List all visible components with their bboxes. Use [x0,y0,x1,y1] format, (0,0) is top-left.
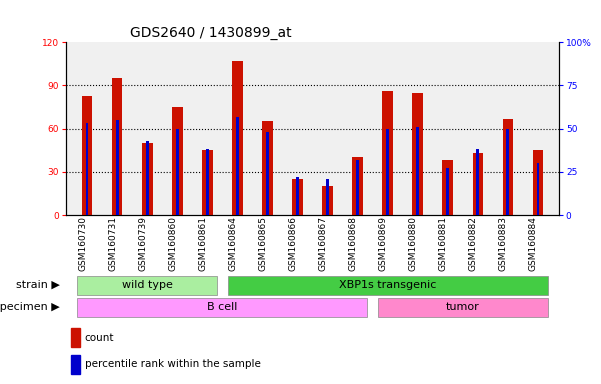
Bar [412,93,423,215]
Bar [228,276,548,295]
Text: tumor: tumor [446,301,480,311]
Text: count: count [85,333,114,343]
Bar [326,179,329,215]
Bar [146,141,148,215]
Bar [78,276,217,295]
Bar [378,298,548,316]
Bar [206,149,209,215]
Bar [296,177,299,215]
Text: percentile rank within the sample: percentile rank within the sample [85,359,261,369]
Bar [292,179,303,215]
Bar [142,143,153,215]
Bar [442,161,453,215]
Bar [172,107,183,215]
Bar [356,160,359,215]
Bar [262,121,273,215]
Bar [472,153,483,215]
Bar [502,119,513,215]
Bar [202,150,213,215]
Text: GDS2640 / 1430899_at: GDS2640 / 1430899_at [130,26,292,40]
Text: wild type: wild type [122,280,172,290]
Bar [82,96,93,215]
Bar [232,61,243,215]
Bar [382,91,393,215]
Bar [112,78,123,215]
Text: specimen ▶: specimen ▶ [0,302,60,312]
Bar [78,298,367,316]
Bar [532,150,543,215]
Text: XBP1s transgenic: XBP1s transgenic [339,280,436,290]
Bar [507,129,509,215]
Bar [266,132,269,215]
Bar [352,157,363,215]
Bar [477,149,479,215]
Bar [116,120,118,215]
Text: B cell: B cell [207,301,237,311]
Bar [386,129,389,215]
Bar [416,127,419,215]
Bar [447,169,449,215]
Text: strain ▶: strain ▶ [16,280,60,290]
Bar [236,117,239,215]
Bar [176,129,178,215]
Bar [86,124,88,215]
Bar [71,328,80,347]
Bar [537,163,539,215]
Bar [71,355,80,374]
Bar [322,186,333,215]
